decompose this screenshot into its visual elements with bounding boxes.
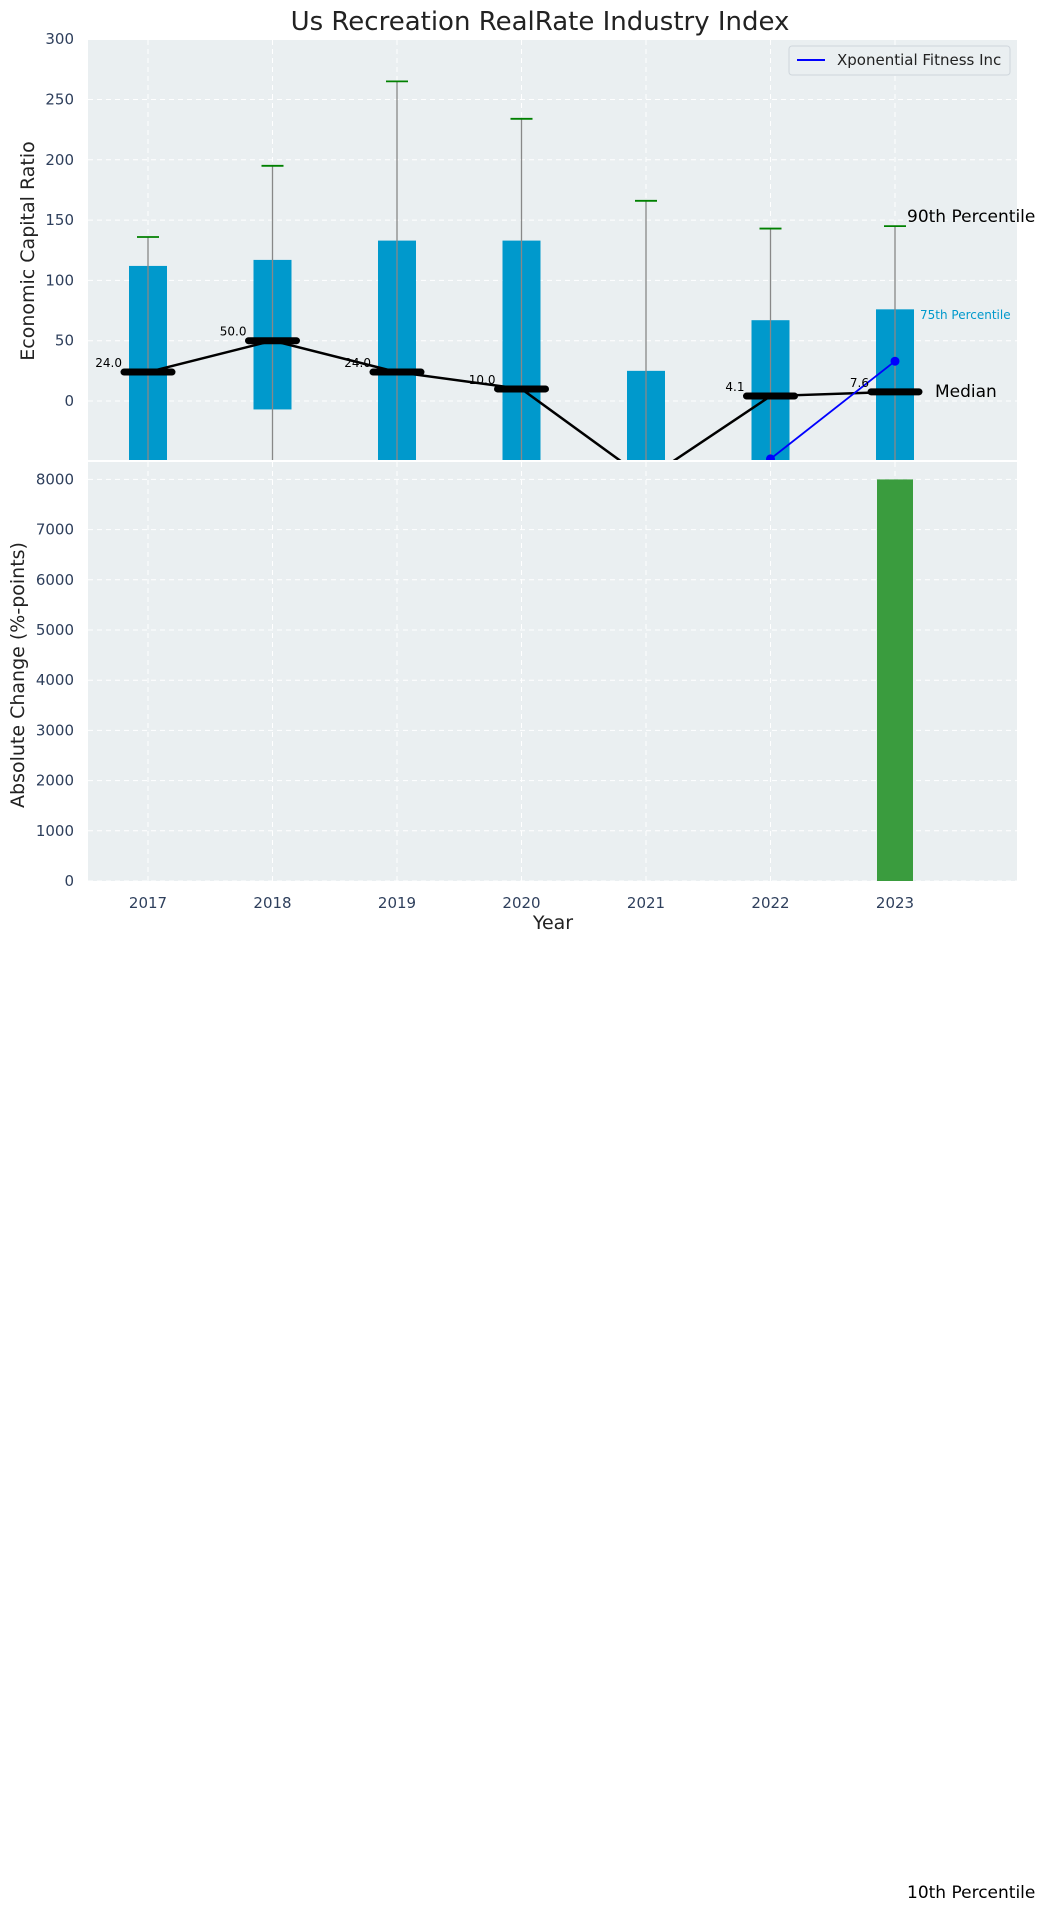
x-tick-label: 2019 <box>378 894 416 912</box>
bottom-panel: 0 1000 2000 3000 4000 5000 6000 7000 8000 2017 201… <box>36 462 1017 912</box>
median-value-label: 10.0 <box>469 373 496 387</box>
bottom-y-tick-label: 1000 <box>36 822 74 840</box>
top-y-axis-label: Economic Capital Ratio <box>17 141 39 360</box>
company-point <box>890 356 900 366</box>
median-value-label: 24.0 <box>95 356 122 370</box>
top-plot-content <box>120 80 923 460</box>
bottom-y-tick-label: 3000 <box>36 721 74 739</box>
top-y-tick-label: 200 <box>45 151 74 169</box>
x-tick-label: 2021 <box>627 894 665 912</box>
x-axis-label: Year <box>532 912 573 934</box>
x-tick-label: 2020 <box>502 894 540 912</box>
bottom-plot-area <box>88 462 1017 881</box>
company-point <box>766 454 775 460</box>
top-y-tick-label: 250 <box>45 91 74 109</box>
median-value-label: 4.1 <box>725 380 744 394</box>
bottom-y-tick-label: 7000 <box>36 521 74 539</box>
p75-annotation: 75th Percentile <box>920 308 1011 322</box>
median-annotation: Median <box>935 382 997 402</box>
top-y-tick-label: 0 <box>64 392 74 410</box>
top-plot-area <box>88 40 1017 460</box>
bottom-y-tick-label: 4000 <box>36 671 74 689</box>
x-tick-label: 2023 <box>876 894 914 912</box>
top-y-tick-label: 300 <box>45 30 74 48</box>
x-tick-label: 2022 <box>751 894 789 912</box>
bottom-y-axis-label: Absolute Change (%-points) <box>7 542 29 808</box>
change-bar <box>877 479 913 881</box>
top-y-tick-label: 150 <box>45 211 74 229</box>
top-y-tick-label: 100 <box>45 271 74 289</box>
x-tick-label: 2017 <box>129 894 167 912</box>
company-line <box>769 360 896 460</box>
p90-annotation: 90th Percentile <box>907 207 1035 227</box>
bottom-y-tick-label: 0 <box>64 872 74 890</box>
bottom-y-tick-label: 6000 <box>36 571 74 589</box>
median-value-label: 24.0 <box>344 356 371 370</box>
bottom-y-tick-label: 8000 <box>36 470 74 488</box>
top-y-tick-label: 50 <box>55 332 74 350</box>
bottom-y-tick-label: 2000 <box>36 772 74 790</box>
median-value-label: 50.0 <box>220 325 247 339</box>
p10-annotation: 10th Percentile <box>907 1883 1035 1903</box>
median-value-label: 7.6 <box>850 376 869 390</box>
x-tick-label: 2018 <box>253 894 291 912</box>
top-panel: 0 50 100 150 200 250 300 24.0 50.0 24.0 10.0 4.1 7.6 <box>45 30 1017 460</box>
bottom-y-tick-label: 5000 <box>36 621 74 639</box>
legend-company-label: Xponential Fitness Inc <box>837 51 1001 69</box>
chart-title: Us Recreation RealRate Industry Index <box>291 7 790 37</box>
legend: Xponential Fitness Inc <box>788 45 1011 76</box>
